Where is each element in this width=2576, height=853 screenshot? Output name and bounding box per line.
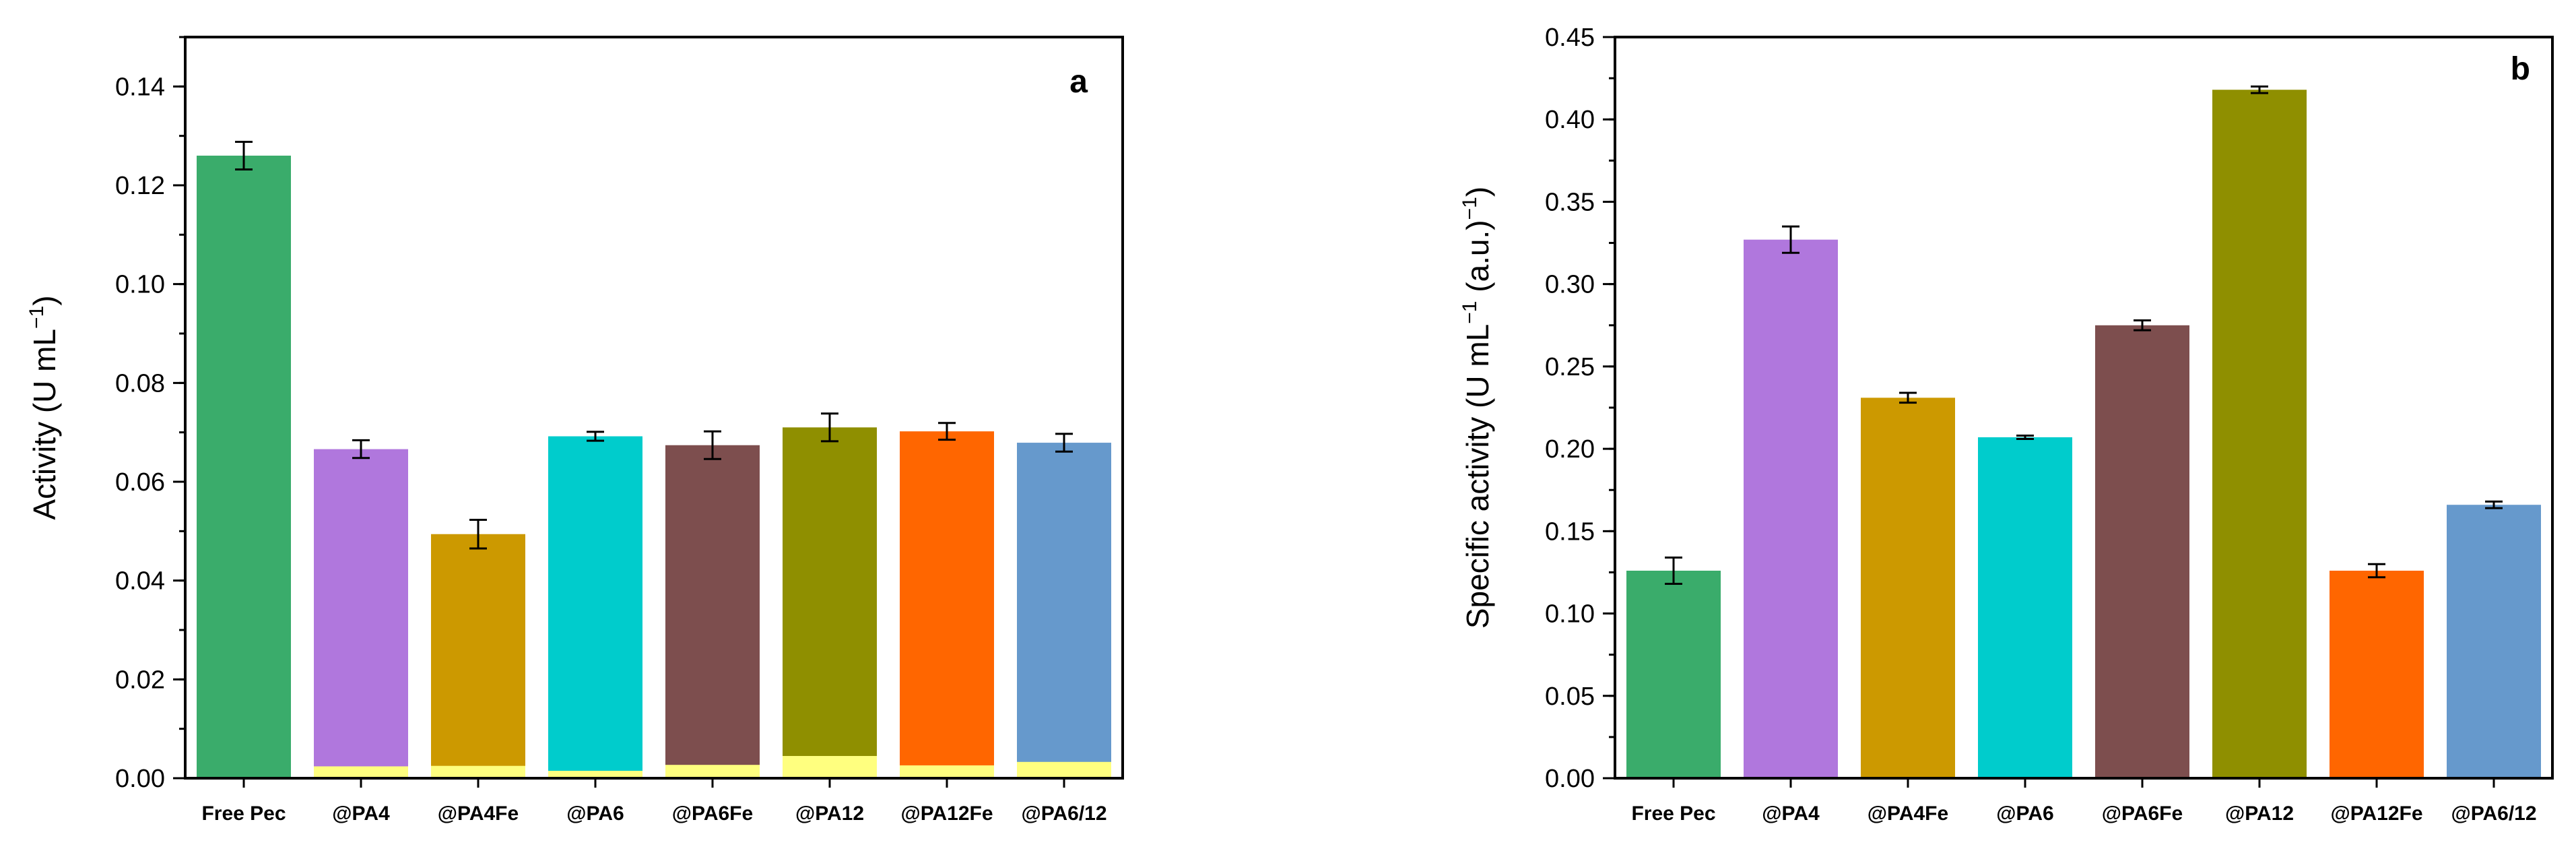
panel-a-bar-4: [665, 445, 760, 778]
panel-a-bars: [197, 156, 1111, 778]
panel-b-errorbar-0: [1665, 556, 1682, 586]
panel-a-overlay-5: [783, 756, 877, 778]
panel-a-category-label-3: @PA6: [566, 802, 624, 825]
panel-b-category-label-3: @PA6: [1996, 802, 2053, 825]
panel-a-bar-2: [431, 534, 525, 778]
panel-b-y-ticks: 0.00 0.05 0.10 0.15 0.20 0.25 0.30 0.35 0.40 0.45: [1545, 24, 1615, 793]
panel-b-bar-2: [1861, 398, 1955, 778]
panel-a-bar-1: [314, 449, 408, 778]
panel-a-errorbar-2: [469, 518, 487, 550]
panel-b-y-tick-label-9: 0.45: [1545, 24, 1595, 52]
panel-a-overlays: [314, 756, 1111, 778]
panel-a-y-axis-title: Activity (U mL−1): [26, 295, 62, 519]
panel-b-y-tick-label-7: 0.35: [1545, 188, 1595, 216]
panel-a-bar-5: [783, 427, 877, 778]
panel-a-errorbar-0: [235, 140, 253, 171]
panel-a-y-tick-label-2: 0.04: [115, 567, 165, 596]
panel-b-bar-1: [1744, 239, 1838, 779]
panel-b-category-label-5: @PA12: [2225, 802, 2294, 825]
panel-b-errorbar-1: [1782, 225, 1799, 254]
panel-b-y-tick-label-3: 0.15: [1545, 517, 1595, 546]
panel-a-chart: 0.00 0.02 0.04 0.06 0.08 0.10 0.12 0.14 Free Pe…: [26, 36, 1124, 825]
panel-a-overlay-6: [900, 765, 994, 778]
panel-a-letter: a: [1069, 64, 1088, 100]
panel-b-bar-7: [2447, 505, 2541, 778]
panel-a-category-label-2: @PA4Fe: [438, 802, 519, 825]
panel-a-bar-0: [197, 156, 291, 778]
panel-a-y-tick-label-4: 0.08: [115, 369, 165, 398]
panel-b-y-tick-label-8: 0.40: [1545, 106, 1595, 134]
panel-b-category-label-6: @PA12Fe: [2330, 802, 2422, 825]
panel-b-y-tick-label-4: 0.20: [1545, 435, 1595, 464]
panel-a-overlay-7: [1017, 761, 1111, 778]
panel-b-bar-3: [1978, 437, 2072, 778]
panel-b-errorbar-4: [2134, 319, 2151, 331]
panel-b-x-ticks: Free Pec @PA4 @PA4Fe @PA6 @PA6Fe @PA12 @PA12Fe…: [1631, 778, 2537, 825]
panel-a-bar-6: [900, 431, 994, 778]
panel-a-overlay-3: [548, 771, 642, 778]
panel-b-y-tick-label-1: 0.05: [1545, 683, 1595, 711]
panel-b-bar-4: [2095, 325, 2189, 778]
panel-a-plot-frame: [184, 36, 1124, 780]
panel-b-y-axis-title: Specific activity (U mL−1 (a.u.)−1): [1459, 187, 1495, 629]
panel-b-y-tick-label-0: 0.00: [1545, 765, 1595, 793]
panel-b-error-bars: [1665, 85, 2503, 586]
panel-a-category-label-0: Free Pec: [201, 802, 286, 825]
panel-a-overlay-4: [665, 765, 760, 778]
panel-b-errorbar-6: [2368, 563, 2385, 579]
panel-a-y-tick-label-0: 0.00: [115, 765, 165, 793]
panel-a-y-tick-label-6: 0.12: [115, 172, 165, 200]
panel-a-category-label-6: @PA12Fe: [900, 802, 993, 825]
panel-b-errorbar-2: [1899, 391, 1917, 404]
panel-b-y-tick-label-2: 0.10: [1545, 600, 1595, 629]
panel-b-y-tick-label-5: 0.25: [1545, 353, 1595, 381]
panel-a-errorbar-7: [1055, 433, 1073, 453]
panel-b-y-tick-label-6: 0.30: [1545, 271, 1595, 299]
panel-b-bar-5: [2212, 90, 2307, 778]
panel-a-category-label-4: @PA6Fe: [672, 802, 753, 825]
panel-a-errorbar-3: [587, 431, 604, 442]
panel-a-errorbar-5: [821, 412, 838, 443]
panel-b-letter: b: [2511, 51, 2530, 87]
panel-a-y-ticks: 0.00 0.02 0.04 0.06 0.08 0.10 0.12 0.14: [115, 36, 185, 793]
panel-b-errorbar-5: [2251, 85, 2268, 94]
panel-a-bar-3: [548, 436, 642, 778]
panel-a-y-tick-label-5: 0.10: [115, 271, 165, 299]
panel-b-category-label-2: @PA4Fe: [1868, 802, 1948, 825]
panel-a-y-tick-label-3: 0.06: [115, 468, 165, 497]
panel-a-category-label-1: @PA4: [332, 802, 390, 825]
panel-a-y-tick-label-7: 0.14: [115, 73, 165, 101]
panel-a-category-label-5: @PA12: [795, 802, 864, 825]
panel-a-y-tick-label-1: 0.02: [115, 666, 165, 694]
panel-b-errorbar-7: [2485, 500, 2503, 509]
panel-b-bars: [1626, 90, 2541, 779]
panel-b-category-label-0: Free Pec: [1631, 802, 1715, 825]
panel-b-category-label-1: @PA4: [1762, 802, 1820, 825]
panel-a-overlay-2: [431, 765, 525, 778]
panel-a-errorbar-6: [938, 422, 956, 441]
panel-b-bar-6: [2330, 571, 2424, 778]
panel-b-chart: 0.00 0.05 0.10 0.15 0.20 0.25 0.30 0.35 0.40 0.45…: [1459, 24, 2554, 825]
panel-b-errorbar-3: [2016, 435, 2034, 440]
panel-b-category-label-4: @PA6Fe: [2102, 802, 2183, 825]
panel-a-category-label-7: @PA6/12: [1021, 802, 1107, 825]
panel-a-x-ticks: Free Pec @PA4 @PA4Fe @PA6 @PA6Fe @PA12 @PA12Fe…: [201, 778, 1107, 825]
panel-b-category-label-7: @PA6/12: [2451, 802, 2536, 825]
panel-b-bar-0: [1626, 571, 1721, 778]
panel-a-errorbar-1: [352, 439, 370, 460]
panel-a-errorbar-4: [704, 430, 721, 460]
panel-a-overlay-1: [314, 766, 408, 778]
panel-a-bar-7: [1017, 443, 1111, 778]
panel-a-error-bars: [235, 140, 1073, 550]
